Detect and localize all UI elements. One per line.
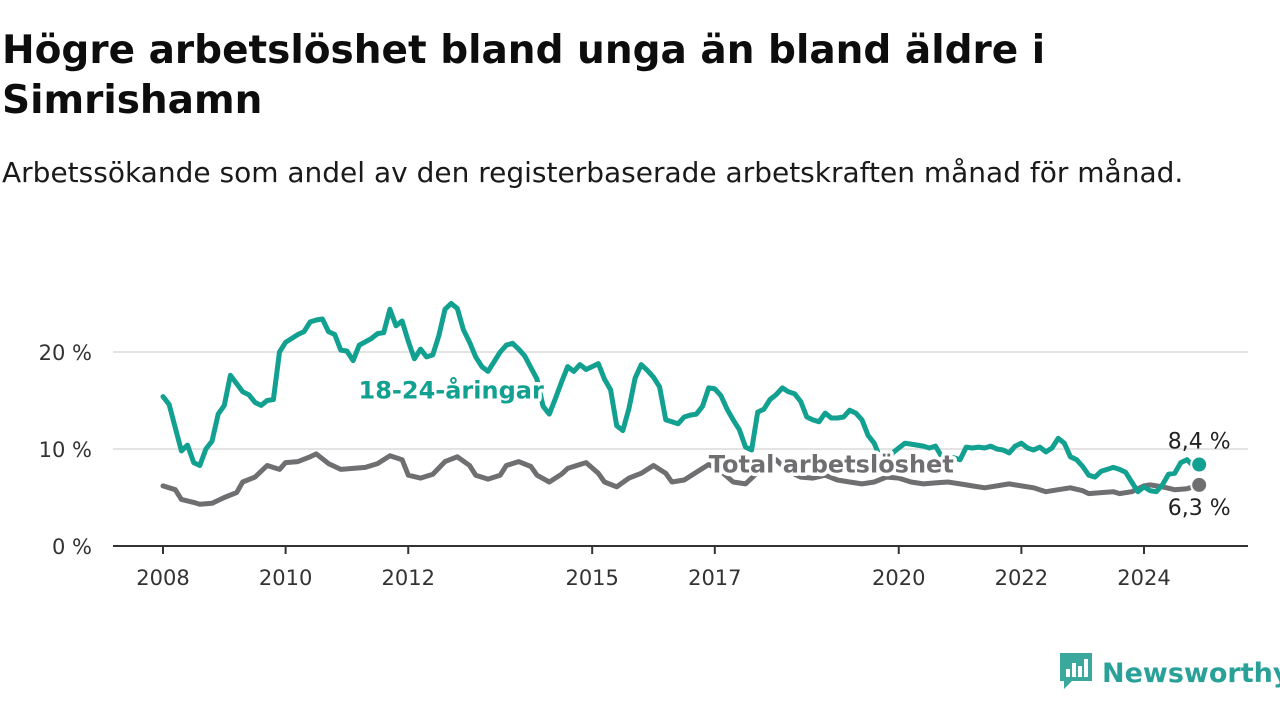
series-line [160,301,1202,495]
x-tick-label: 2017 [688,566,741,590]
brand-name: Newsworthy [1102,657,1280,689]
series-lines [160,301,1209,507]
series-end-point [1190,455,1209,474]
y-tick-label: 10 % [39,438,92,462]
series-name-label: Total arbetslöshet [709,450,954,478]
newsworthy-logo: Newsworthy [1058,652,1280,694]
chart-subtitle: Arbetssökande som andel av den registerb… [2,156,1184,189]
x-tick-label: 2010 [259,566,312,590]
y-tick-label: 20 % [39,341,92,365]
series-name-label-halo: 18-24-åringar [359,376,544,405]
x-tick-label: 2008 [136,566,189,590]
chart-title: Högre arbetslöshet bland unga än bland ä… [2,28,1046,123]
y-tick-label: 0 % [52,535,92,559]
grid: 0 % 10 % 20 % [39,341,1248,559]
x-tick-label: 2020 [872,566,925,590]
x-tick-label: 2015 [565,566,618,590]
x-tick-label: 2012 [382,566,435,590]
x-tick-label: 2024 [1117,566,1170,590]
series-end-label: 8,4 % [1168,430,1231,455]
series-line [160,451,1202,507]
x-tick-label: 2022 [995,566,1048,590]
bar-chart-badge-icon [1058,651,1094,695]
series-name-label-halo: Total arbetslöshet [709,450,954,478]
x-axis: 2008 2010 2012 2015 2017 2020 2022 2024 [113,545,1248,590]
series-end-label: 6,3 % [1168,496,1231,521]
series-end-point [1190,475,1209,494]
chart-labels: 8,4 %6,3 %18-24-åringar18-24-åringarTota… [355,372,1231,521]
series-name-label: 18-24-åringar [359,376,544,405]
